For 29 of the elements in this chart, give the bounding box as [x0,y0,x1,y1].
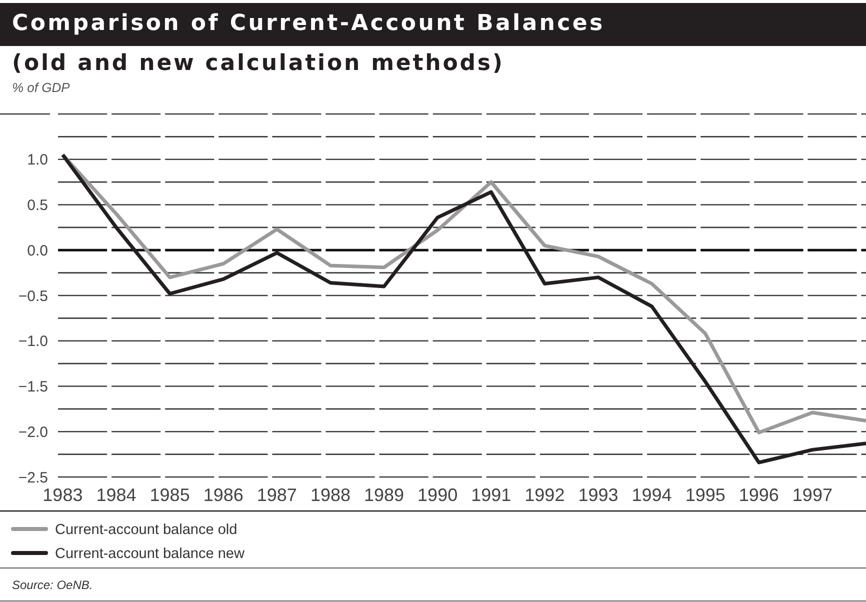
y-tick-label: −0.5 [18,288,48,305]
x-tick-label: 1985 [150,485,190,505]
x-tick-label: 1991 [471,485,512,505]
x-tick-label: 1995 [685,485,726,505]
y-tick-label: 1.0 [27,152,48,169]
x-tick-label: 1992 [524,485,565,505]
y-axis-title: % of GDP [12,80,70,95]
x-tick-label: 1984 [96,485,136,505]
legend-label: Current-account balance new [55,546,245,562]
x-tick-label: 1996 [738,485,779,505]
x-tick-label: 1990 [418,485,458,505]
chart-title: Comparison of Current-Account Balances [12,11,605,36]
chart-subtitle: (old and new calculation methods) [12,51,504,76]
x-tick-label: 1986 [203,485,244,505]
x-tick-label: 1997 [792,485,832,505]
x-tick-label: 1993 [578,485,618,505]
x-tick-label: 1988 [310,485,350,505]
y-tick-label: −2.0 [18,424,48,441]
x-tick-label: 1983 [42,485,83,505]
y-tick-label: −2.5 [18,469,48,486]
x-tick-label: 1987 [256,485,297,505]
y-tick-label: 0.0 [27,242,48,260]
x-tick-label: 1994 [632,485,672,505]
x-tick-label: 1989 [364,485,404,505]
legend-label: Current-account balance old [55,522,238,538]
y-tick-label: 0.5 [27,197,48,214]
y-tick-label: −1.5 [18,378,48,396]
source-note: Source: OeNB. [12,578,93,592]
y-tick-label: −1.0 [18,333,48,350]
